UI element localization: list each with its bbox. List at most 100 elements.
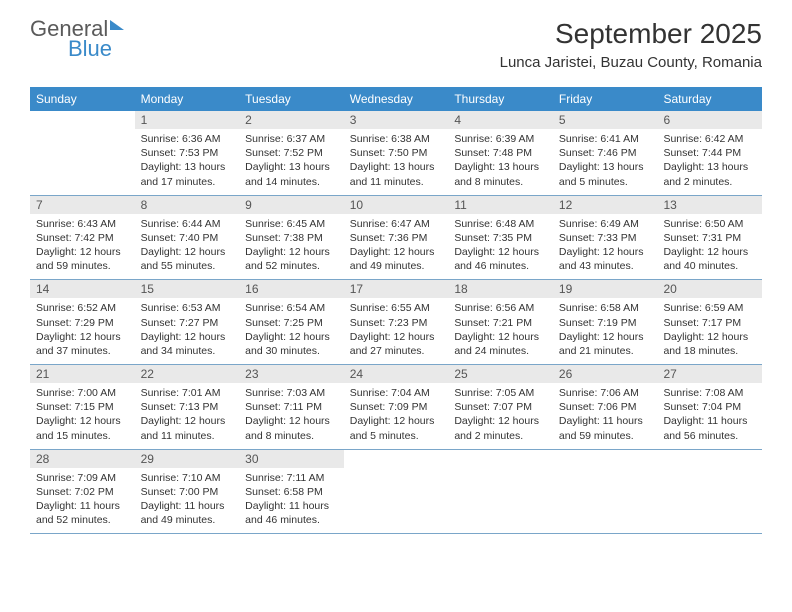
day-body: Sunrise: 7:03 AMSunset: 7:11 PMDaylight:… — [239, 383, 344, 449]
day-cell: 25Sunrise: 7:05 AMSunset: 7:07 PMDayligh… — [448, 365, 553, 449]
daylight-text: Daylight: 12 hours and 46 minutes. — [454, 245, 547, 273]
day-body: Sunrise: 7:09 AMSunset: 7:02 PMDaylight:… — [30, 468, 135, 534]
sunset-text: Sunset: 7:21 PM — [454, 316, 547, 330]
sunrise-text: Sunrise: 7:01 AM — [141, 386, 234, 400]
sunset-text: Sunset: 7:09 PM — [350, 400, 443, 414]
day-body: Sunrise: 6:36 AMSunset: 7:53 PMDaylight:… — [135, 129, 240, 195]
sunset-text: Sunset: 7:38 PM — [245, 231, 338, 245]
sunrise-text: Sunrise: 6:41 AM — [559, 132, 652, 146]
page-title: September 2025 — [500, 18, 762, 50]
day-number: 21 — [30, 365, 135, 383]
sunrise-text: Sunrise: 7:09 AM — [36, 471, 129, 485]
day-number: 8 — [135, 196, 240, 214]
sunrise-text: Sunrise: 7:00 AM — [36, 386, 129, 400]
day-cell: 14Sunrise: 6:52 AMSunset: 7:29 PMDayligh… — [30, 280, 135, 364]
day-cell: 13Sunrise: 6:50 AMSunset: 7:31 PMDayligh… — [657, 196, 762, 280]
day-cell: 11Sunrise: 6:48 AMSunset: 7:35 PMDayligh… — [448, 196, 553, 280]
daylight-text: Daylight: 12 hours and 37 minutes. — [36, 330, 129, 358]
day-body: Sunrise: 6:58 AMSunset: 7:19 PMDaylight:… — [553, 298, 658, 364]
day-cell: 28Sunrise: 7:09 AMSunset: 7:02 PMDayligh… — [30, 450, 135, 534]
daylight-text: Daylight: 12 hours and 52 minutes. — [245, 245, 338, 273]
day-number: 24 — [344, 365, 449, 383]
day-cell: 19Sunrise: 6:58 AMSunset: 7:19 PMDayligh… — [553, 280, 658, 364]
day-number: 4 — [448, 111, 553, 129]
sunset-text: Sunset: 6:58 PM — [245, 485, 338, 499]
week-row: 14Sunrise: 6:52 AMSunset: 7:29 PMDayligh… — [30, 280, 762, 365]
sunset-text: Sunset: 7:52 PM — [245, 146, 338, 160]
day-body: Sunrise: 6:52 AMSunset: 7:29 PMDaylight:… — [30, 298, 135, 364]
week-row: 28Sunrise: 7:09 AMSunset: 7:02 PMDayligh… — [30, 450, 762, 535]
daylight-text: Daylight: 11 hours and 52 minutes. — [36, 499, 129, 527]
day-number: 15 — [135, 280, 240, 298]
sunset-text: Sunset: 7:25 PM — [245, 316, 338, 330]
day-body: Sunrise: 6:55 AMSunset: 7:23 PMDaylight:… — [344, 298, 449, 364]
sunrise-text: Sunrise: 6:39 AM — [454, 132, 547, 146]
daylight-text: Daylight: 12 hours and 49 minutes. — [350, 245, 443, 273]
day-body: Sunrise: 6:41 AMSunset: 7:46 PMDaylight:… — [553, 129, 658, 195]
daylight-text: Daylight: 12 hours and 15 minutes. — [36, 414, 129, 442]
day-body: Sunrise: 7:08 AMSunset: 7:04 PMDaylight:… — [657, 383, 762, 449]
dayhead: Monday — [135, 87, 240, 111]
day-cell: 21Sunrise: 7:00 AMSunset: 7:15 PMDayligh… — [30, 365, 135, 449]
daylight-text: Daylight: 11 hours and 59 minutes. — [559, 414, 652, 442]
sunrise-text: Sunrise: 6:56 AM — [454, 301, 547, 315]
day-cell: 26Sunrise: 7:06 AMSunset: 7:06 PMDayligh… — [553, 365, 658, 449]
day-cell: 7Sunrise: 6:43 AMSunset: 7:42 PMDaylight… — [30, 196, 135, 280]
daylight-text: Daylight: 12 hours and 11 minutes. — [141, 414, 234, 442]
day-body: Sunrise: 7:04 AMSunset: 7:09 PMDaylight:… — [344, 383, 449, 449]
day-number: 12 — [553, 196, 658, 214]
sunset-text: Sunset: 7:50 PM — [350, 146, 443, 160]
sunrise-text: Sunrise: 6:37 AM — [245, 132, 338, 146]
day-body: Sunrise: 6:39 AMSunset: 7:48 PMDaylight:… — [448, 129, 553, 195]
sunrise-text: Sunrise: 7:03 AM — [245, 386, 338, 400]
day-body: Sunrise: 6:38 AMSunset: 7:50 PMDaylight:… — [344, 129, 449, 195]
daylight-text: Daylight: 12 hours and 59 minutes. — [36, 245, 129, 273]
sunrise-text: Sunrise: 6:49 AM — [559, 217, 652, 231]
sunset-text: Sunset: 7:15 PM — [36, 400, 129, 414]
sunrise-text: Sunrise: 6:38 AM — [350, 132, 443, 146]
day-number: 11 — [448, 196, 553, 214]
day-body: Sunrise: 7:10 AMSunset: 7:00 PMDaylight:… — [135, 468, 240, 534]
sunrise-text: Sunrise: 6:54 AM — [245, 301, 338, 315]
day-number: 22 — [135, 365, 240, 383]
weeks-container: 1Sunrise: 6:36 AMSunset: 7:53 PMDaylight… — [30, 111, 762, 534]
daylight-text: Daylight: 11 hours and 49 minutes. — [141, 499, 234, 527]
daylight-text: Daylight: 12 hours and 8 minutes. — [245, 414, 338, 442]
sunrise-text: Sunrise: 6:44 AM — [141, 217, 234, 231]
day-number: 6 — [657, 111, 762, 129]
dayhead: Saturday — [657, 87, 762, 111]
sunset-text: Sunset: 7:40 PM — [141, 231, 234, 245]
day-number: 30 — [239, 450, 344, 468]
sunset-text: Sunset: 7:27 PM — [141, 316, 234, 330]
daylight-text: Daylight: 12 hours and 24 minutes. — [454, 330, 547, 358]
daylight-text: Daylight: 12 hours and 30 minutes. — [245, 330, 338, 358]
day-number: 13 — [657, 196, 762, 214]
day-number: 1 — [135, 111, 240, 129]
day-cell: 23Sunrise: 7:03 AMSunset: 7:11 PMDayligh… — [239, 365, 344, 449]
sunrise-text: Sunrise: 6:55 AM — [350, 301, 443, 315]
dayhead: Wednesday — [344, 87, 449, 111]
daylight-text: Daylight: 13 hours and 8 minutes. — [454, 160, 547, 188]
daylight-text: Daylight: 13 hours and 2 minutes. — [663, 160, 756, 188]
sunrise-text: Sunrise: 7:10 AM — [141, 471, 234, 485]
sunrise-text: Sunrise: 7:08 AM — [663, 386, 756, 400]
triangle-icon — [110, 20, 124, 30]
day-number: 3 — [344, 111, 449, 129]
day-cell: 27Sunrise: 7:08 AMSunset: 7:04 PMDayligh… — [657, 365, 762, 449]
day-number: 26 — [553, 365, 658, 383]
day-cell — [30, 111, 135, 195]
location-text: Lunca Jaristei, Buzau County, Romania — [500, 54, 762, 71]
sunset-text: Sunset: 7:48 PM — [454, 146, 547, 160]
day-cell — [344, 450, 449, 534]
day-cell: 18Sunrise: 6:56 AMSunset: 7:21 PMDayligh… — [448, 280, 553, 364]
sunrise-text: Sunrise: 6:58 AM — [559, 301, 652, 315]
day-cell: 20Sunrise: 6:59 AMSunset: 7:17 PMDayligh… — [657, 280, 762, 364]
day-number: 7 — [30, 196, 135, 214]
day-cell: 24Sunrise: 7:04 AMSunset: 7:09 PMDayligh… — [344, 365, 449, 449]
day-body: Sunrise: 6:45 AMSunset: 7:38 PMDaylight:… — [239, 214, 344, 280]
day-body: Sunrise: 7:00 AMSunset: 7:15 PMDaylight:… — [30, 383, 135, 449]
dayhead: Friday — [553, 87, 658, 111]
day-cell: 15Sunrise: 6:53 AMSunset: 7:27 PMDayligh… — [135, 280, 240, 364]
sunrise-text: Sunrise: 6:59 AM — [663, 301, 756, 315]
day-body: Sunrise: 6:42 AMSunset: 7:44 PMDaylight:… — [657, 129, 762, 195]
